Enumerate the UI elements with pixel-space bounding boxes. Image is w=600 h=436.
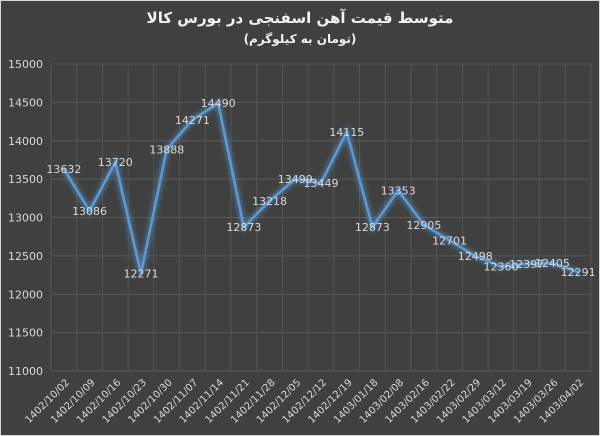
data-point (113, 160, 117, 164)
data-point (345, 130, 349, 134)
data-label: 13449 (304, 177, 339, 190)
chart-subtitle: (تومان به کیلوگرم) (243, 32, 357, 46)
data-label: 13218 (252, 195, 287, 208)
y-tick-label: 11000 (8, 365, 43, 378)
data-point (62, 167, 66, 171)
data-label: 12405 (535, 257, 570, 270)
data-point (216, 101, 220, 105)
data-label: 14490 (201, 97, 236, 110)
y-tick-label: 14000 (8, 135, 43, 148)
y-tick-label: 12000 (8, 288, 43, 301)
data-point (268, 199, 272, 203)
y-tick-label: 11500 (8, 327, 43, 340)
data-label: 13720 (98, 156, 133, 169)
data-point (190, 118, 194, 122)
data-point (242, 225, 246, 229)
data-label: 12291 (561, 266, 596, 279)
data-point (422, 223, 426, 227)
data-point (165, 147, 169, 151)
data-point (293, 177, 297, 181)
data-label: 12360 (484, 261, 519, 274)
data-point (550, 261, 554, 265)
data-label: 13086 (72, 205, 107, 218)
data-label: 12873 (226, 221, 261, 234)
chart-title: متوسط قیمت آهن اسفنجی در بورس کالا (146, 9, 454, 27)
data-point (396, 188, 400, 192)
data-point (448, 238, 452, 242)
data-label: 13888 (149, 143, 184, 156)
data-label: 12873 (355, 221, 390, 234)
y-tick-label: 12500 (8, 250, 43, 263)
data-point (319, 181, 323, 185)
data-label: 12271 (124, 267, 159, 280)
data-label: 13632 (46, 163, 81, 176)
data-label: 12905 (406, 219, 441, 232)
data-label: 14115 (329, 126, 364, 139)
data-point (525, 262, 529, 266)
y-tick-label: 13500 (8, 173, 43, 186)
data-point (370, 225, 374, 229)
data-label: 12701 (432, 234, 467, 247)
y-tick-label: 13000 (8, 212, 43, 225)
data-label: 14271 (175, 114, 210, 127)
y-tick-label: 15000 (8, 58, 43, 71)
data-label: 13353 (381, 184, 416, 197)
data-point (499, 265, 503, 269)
data-label: 12397 (509, 258, 544, 271)
data-point (139, 271, 143, 275)
data-point (576, 270, 580, 274)
data-label: 12498 (458, 250, 493, 263)
data-label: 13499 (278, 173, 313, 186)
y-tick-label: 14500 (8, 96, 43, 109)
data-point (473, 254, 477, 258)
data-point (88, 209, 92, 213)
